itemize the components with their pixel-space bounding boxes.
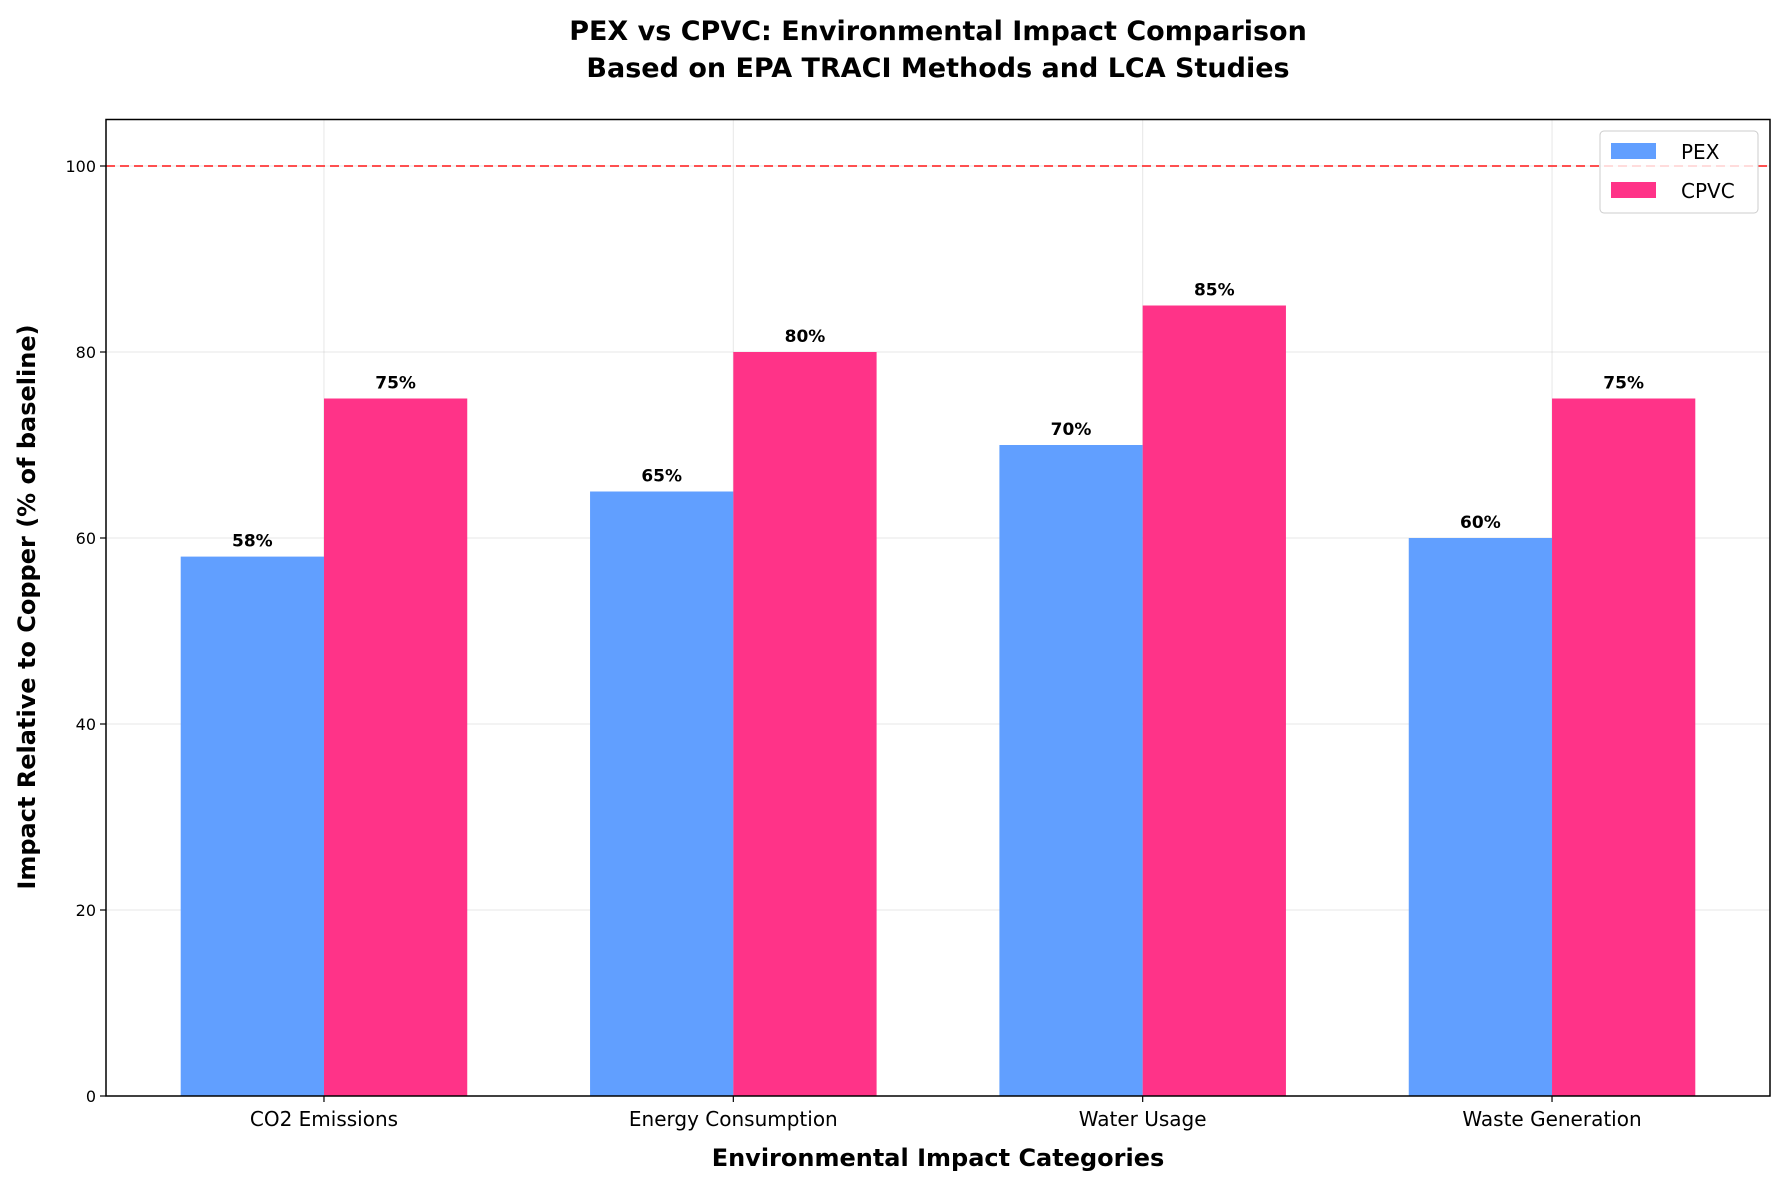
y-tick-label: 40 [76,715,96,734]
legend-swatch-pex [1611,143,1656,159]
y-axis-label: Impact Relative to Copper (% of baseline… [13,324,41,889]
x-axis-ticks: CO2 Emissions Energy Consumption Water Usa… [250,1096,1642,1131]
y-axis-ticks: 0 20 40 60 80 100 [65,157,106,1106]
data-label: 60% [1460,513,1501,533]
y-tick-label: 0 [86,1087,96,1106]
bar-cpvc [323,398,468,1096]
legend: PEX CPVC [1599,130,1759,214]
bar-cpvc [1142,305,1286,1096]
x-tick-label: Water Usage [1079,1107,1207,1131]
y-tick-label: 20 [76,901,96,920]
chart-title-line-2: Based on EPA TRACI Methods and LCA Studi… [586,53,1289,84]
data-labels: 58% 75% 65% 80% 70% 85% 60% 75% [232,281,1644,552]
bar-pex [999,445,1143,1096]
x-axis-label: Environmental Impact Categories [712,1144,1165,1172]
x-tick-label: Waste Generation [1462,1107,1641,1131]
data-label: 58% [232,532,273,552]
x-tick-label: Energy Consumption [629,1107,838,1131]
bar-cpvc [1552,398,1696,1096]
data-label: 85% [1194,281,1235,301]
chart-title-line-1: PEX vs CPVC: Environmental Impact Compar… [569,16,1307,47]
bar-pex [590,491,734,1096]
legend-swatch-cpvc [1611,182,1656,198]
y-tick-label: 100 [65,157,96,176]
data-label: 75% [375,374,416,394]
y-tick-label: 80 [76,343,96,362]
bar-pex [180,556,324,1096]
data-label: 80% [785,327,826,347]
bar-pex [1408,538,1553,1096]
data-label: 65% [641,467,682,487]
plot-frame [105,118,1771,1097]
data-label: 75% [1603,374,1644,394]
x-tick-label: CO2 Emissions [250,1107,398,1131]
data-label: 70% [1051,420,1092,440]
legend-label-pex: PEX [1681,140,1720,164]
legend-label-cpvc: CPVC [1681,179,1735,203]
y-tick-label: 60 [76,529,96,548]
bar-cpvc [733,352,877,1096]
bars [180,305,1696,1096]
